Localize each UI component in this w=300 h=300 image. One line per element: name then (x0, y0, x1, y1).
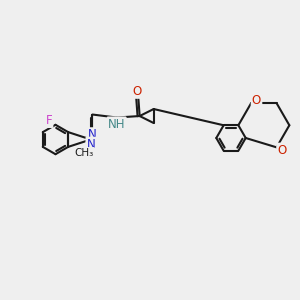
Text: O: O (278, 144, 286, 157)
Text: O: O (252, 94, 261, 107)
Text: NH: NH (108, 118, 125, 130)
Text: N: N (87, 138, 95, 151)
Text: F: F (46, 114, 52, 127)
Text: CH₃: CH₃ (74, 148, 94, 158)
Text: N: N (88, 128, 97, 141)
Text: O: O (132, 85, 141, 98)
